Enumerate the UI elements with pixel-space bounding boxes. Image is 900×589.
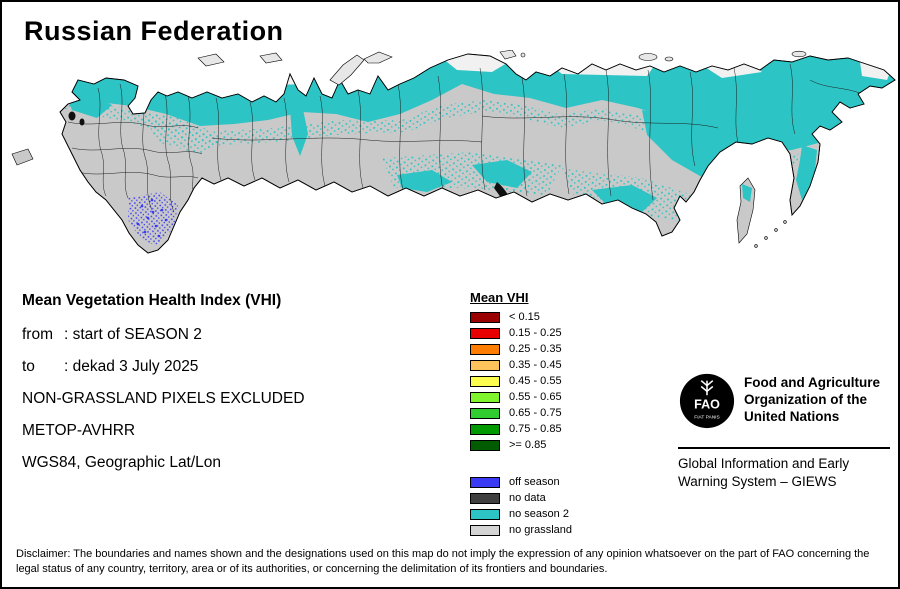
legend-item-label: no data (509, 492, 546, 504)
fao-logo-text: FAO (694, 398, 720, 412)
org-divider (678, 447, 890, 449)
legend-item: 0.15 - 0.25 (470, 328, 572, 339)
no-season2-speckle (60, 95, 895, 172)
grassland-note: NON-GRASSLAND PIXELS EXCLUDED (22, 390, 305, 407)
legend-swatch (470, 408, 500, 419)
legend-item-label: 0.35 - 0.45 (509, 359, 562, 371)
russia-map-svg (11, 50, 896, 254)
legend-item: 0.45 - 0.55 (470, 376, 572, 387)
legend-item-label: 0.15 - 0.25 (509, 327, 562, 339)
fao-block: FAO FIAT PANIS Food and Agriculture Orga… (678, 368, 892, 489)
from-label: from (22, 326, 53, 343)
legend-swatch (470, 312, 500, 323)
legend-swatch (470, 344, 500, 355)
disclaimer: Disclaimer: The boundaries and names sho… (16, 548, 870, 575)
legend-item-label: < 0.15 (509, 311, 540, 323)
period-to: to : dekad 3 July 2025 (22, 358, 305, 376)
vhi-legend: Mean VHI < 0.15 0.15 - 0.25 0.25 - 0.35 0.3… (470, 290, 572, 541)
legend-item: no grassland (470, 525, 572, 536)
legend-class-list: < 0.15 0.15 - 0.25 0.25 - 0.35 0.35 - 0.45 0… (470, 312, 572, 451)
legend-item: 0.55 - 0.65 (470, 392, 572, 403)
legend-item-label: 0.55 - 0.65 (509, 391, 562, 403)
to-label: to (22, 358, 35, 375)
legend-item-label: 0.45 - 0.55 (509, 375, 562, 387)
from-value: : start of SEASON 2 (64, 326, 202, 343)
vhi-heading: Mean Vegetation Health Index (VHI) (22, 292, 282, 309)
org-name: Food and Agriculture Organization of the… (744, 375, 880, 424)
legend-title: Mean VHI (470, 290, 529, 305)
legend-swatch (470, 392, 500, 403)
org-system: Global Information and Early Warning Sys… (678, 456, 850, 489)
legend-swatch (470, 360, 500, 371)
legend-swatch (470, 493, 500, 504)
islands (11, 50, 807, 248)
legend-item: no data (470, 493, 572, 504)
off-season-dots (136, 198, 168, 238)
legend-item-label: off season (509, 476, 560, 488)
legend-item: 0.25 - 0.35 (470, 344, 572, 355)
legend-swatch (470, 328, 500, 339)
fao-logo-icon: FAO FIAT PANIS (679, 373, 735, 429)
kaliningrad (11, 148, 34, 166)
legend-swatch (470, 440, 500, 451)
legend-item-label: >= 0.85 (509, 439, 547, 451)
map-info: Mean Vegetation Health Index (VHI) from … (22, 292, 305, 486)
fao-logo-motto: FIAT PANIS (694, 414, 720, 420)
legend-swatch (470, 525, 500, 536)
off-season-cluster (128, 192, 178, 246)
legend-swatch (470, 477, 500, 488)
to-value: : dekad 3 July 2025 (64, 358, 199, 375)
legend-item-label: no grassland (509, 524, 572, 536)
russia-vhi-map (2, 50, 898, 285)
legend-item: < 0.15 (470, 312, 572, 323)
legend-item: >= 0.85 (470, 440, 572, 451)
legend-item: 0.75 - 0.85 (470, 424, 572, 435)
legend-special-list: off season no data no season 2 no grassland (470, 477, 572, 536)
period-from: from : start of SEASON 2 (22, 326, 305, 344)
legend-swatch (470, 509, 500, 520)
projection-note: WGS84, Geographic Lat/Lon (22, 454, 222, 471)
legend-item: off season (470, 477, 572, 488)
page-title: Russian Federation (24, 16, 284, 46)
legend-item-label: 0.25 - 0.35 (509, 343, 562, 355)
legend-item: no season 2 (470, 509, 572, 520)
legend-item: 0.65 - 0.75 (470, 408, 572, 419)
legend-swatch (470, 424, 500, 435)
legend-item-label: 0.65 - 0.75 (509, 407, 562, 419)
legend-item: 0.35 - 0.45 (470, 360, 572, 371)
legend-item-label: 0.75 - 0.85 (509, 423, 562, 435)
sensor-note: METOP-AVHRR (22, 422, 136, 439)
legend-item-label: no season 2 (509, 508, 569, 520)
legend-swatch (470, 376, 500, 387)
